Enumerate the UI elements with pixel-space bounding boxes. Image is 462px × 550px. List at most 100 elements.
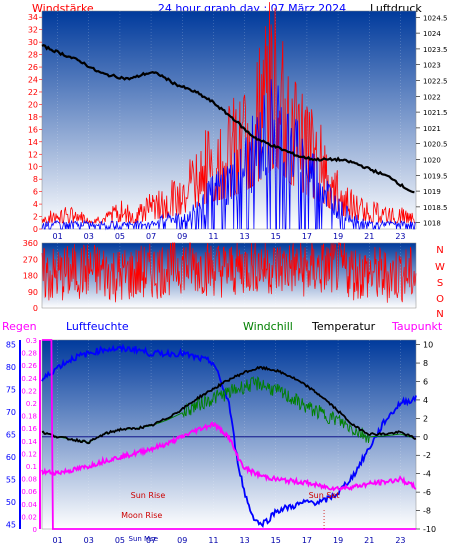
legend-temperatur: Temperatur <box>311 320 376 333</box>
humidity-tick-label: 70 <box>6 408 16 417</box>
temperature-tick-label: 4 <box>423 396 428 405</box>
pressure-tick-label: 1021 <box>423 125 441 133</box>
compass-letter: N <box>436 245 443 256</box>
wind-tick-label: 16 <box>28 125 38 134</box>
direction-tick-label: 270 <box>23 255 38 264</box>
wind-tick-label: 6 <box>33 188 38 197</box>
wind-tick-label: 28 <box>28 51 38 60</box>
temperature-tick-label: 0 <box>423 433 428 442</box>
humidity-tick-label: 50 <box>6 498 16 507</box>
hour-tick-label: 09 <box>177 536 187 545</box>
temperature-tick-label: 2 <box>423 414 428 423</box>
hour-tick-label: 23 <box>395 536 405 545</box>
wind-tick-label: 32 <box>28 26 38 35</box>
wind-tick-label: 34 <box>28 13 38 22</box>
wind-tick-label: 0 <box>33 225 38 234</box>
wind-tick-label: 18 <box>28 113 38 122</box>
legend-taupunkt: Taupunkt <box>391 320 443 333</box>
hour-tick-label: 11 <box>208 536 218 545</box>
pressure-tick-label: 1020 <box>423 156 441 164</box>
wind-direction-grid <box>57 243 401 308</box>
legend-windchill: Windchill <box>243 320 293 333</box>
rain-tick-label: 0.26 <box>21 362 37 370</box>
hour-tick-label: 05 <box>115 536 125 545</box>
wind-direction-line <box>41 242 417 303</box>
pressure-tick-label: 1021.5 <box>423 109 448 117</box>
wind-tick-label: 24 <box>28 76 38 85</box>
sun-moon-annotations: Sun Rise Sun Set Moon Rise Sun Mse <box>121 491 339 543</box>
hour-tick-label: 19 <box>333 536 343 545</box>
pressure-tick-label: 1023 <box>423 62 441 70</box>
rain-tick-label: 0.08 <box>21 476 37 484</box>
wind-pressure-panel <box>41 10 417 230</box>
temperature-tick-label: -4 <box>423 470 431 479</box>
temperature-tick-label: 6 <box>423 377 428 386</box>
hour-tick-label: 09 <box>177 232 187 241</box>
hour-tick-label: 05 <box>115 232 125 241</box>
rain-line <box>42 339 416 530</box>
rain-tick-label: 0.02 <box>21 513 37 521</box>
pressure-tick-label: 1019 <box>423 188 441 196</box>
wind-tick-label: 10 <box>28 163 38 172</box>
rain-ticks: 0 0.02 0.04 0.06 0.08 0.1 0.12 0.14 0.16 0.18 0.2 0… <box>21 337 41 534</box>
pressure-tick-label: 1022.5 <box>423 78 448 86</box>
pressure-tick-label: 1024 <box>423 30 441 38</box>
wind-average-line <box>41 79 416 231</box>
compass-letter: W <box>435 262 445 273</box>
pressure-tick-label: 1020.5 <box>423 141 448 149</box>
hour-tick-label: 01 <box>52 232 62 241</box>
wind-tick-label: 2 <box>33 213 38 222</box>
direction-tick-label: 180 <box>23 272 38 281</box>
humidity-tick-label: 80 <box>6 363 16 372</box>
hour-tick-label: 21 <box>364 232 374 241</box>
rain-tick-label: 0.06 <box>21 488 37 496</box>
hour-tick-label: 03 <box>84 536 94 545</box>
compass-letter: S <box>437 278 443 289</box>
hour-tick-label: 13 <box>239 536 249 545</box>
humidity-tick-label: 45 <box>6 521 16 530</box>
wind-tick-label: 12 <box>28 150 38 159</box>
temperature-ticks: -10 -8 -6 -4 -2 0 2 4 6 8 10 <box>416 341 436 534</box>
wind-tick-label: 20 <box>28 100 38 109</box>
rain-tick-label: 0.04 <box>21 501 37 509</box>
temperature-line <box>41 365 417 445</box>
hour-tick-label: 03 <box>84 232 94 241</box>
hour-tick-label: 19 <box>333 232 343 241</box>
temperature-series <box>41 339 417 530</box>
hour-tick-label: 11 <box>208 232 218 241</box>
wind-tick-label: 8 <box>33 175 38 184</box>
hour-tick-label: 17 <box>302 536 312 545</box>
hour-tick-label: 07 <box>146 536 156 545</box>
humidity-tick-label: 55 <box>6 476 16 485</box>
wind-direction-series <box>41 242 417 303</box>
humidity-tick-label: 75 <box>6 386 16 395</box>
temperature-panel <box>41 339 417 530</box>
rain-tick-label: 0.2 <box>26 400 37 408</box>
direction-tick-label: 0 <box>33 304 38 313</box>
hour-tick-label: 21 <box>364 536 374 545</box>
wind-tick-label: 26 <box>28 63 38 72</box>
wind-pressure-series <box>41 2 416 231</box>
wind-tick-label: 30 <box>28 38 38 47</box>
hour-tick-label: 15 <box>271 536 281 545</box>
humidity-line <box>41 343 417 528</box>
rain-tick-label: 0.18 <box>21 413 37 421</box>
rain-tick-label: 0 <box>33 526 37 534</box>
humidity-ticks: 45 50 55 60 65 70 75 80 85 <box>6 340 21 530</box>
wind-tick-label: 14 <box>28 138 38 147</box>
annotation-label: Sun Set <box>309 491 340 500</box>
dewpoint-line <box>41 421 417 492</box>
temperature-tick-label: -10 <box>423 525 436 534</box>
wind-tick-label: 22 <box>28 88 38 97</box>
pressure-line <box>41 44 415 194</box>
wind-tick-label: 4 <box>33 200 38 209</box>
wind-direction-ticks: 0 90 180 270 360 <box>23 239 38 313</box>
pressure-tick-label: 1018.5 <box>423 204 448 212</box>
pressure-tick-label: 1022 <box>423 93 441 101</box>
rain-tick-label: 0.22 <box>21 387 37 395</box>
pressure-tick-label: 1024.5 <box>423 14 448 22</box>
hour-tick-label: 01 <box>52 536 62 545</box>
